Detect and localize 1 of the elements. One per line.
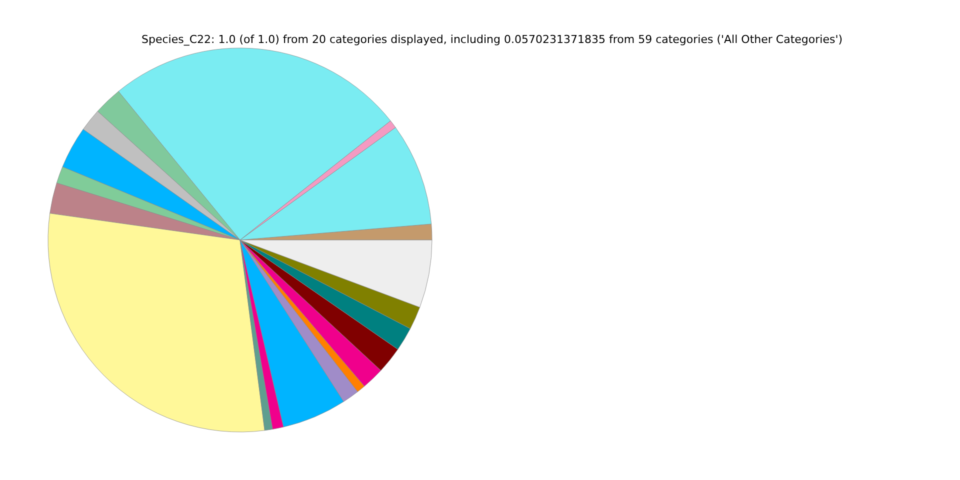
text: Species_C22: 1.0 (of 1.0) from 20 categories displayed, including 0.0570231371835 from 59 categories ('All Other Categories') (141, 33, 843, 46)
